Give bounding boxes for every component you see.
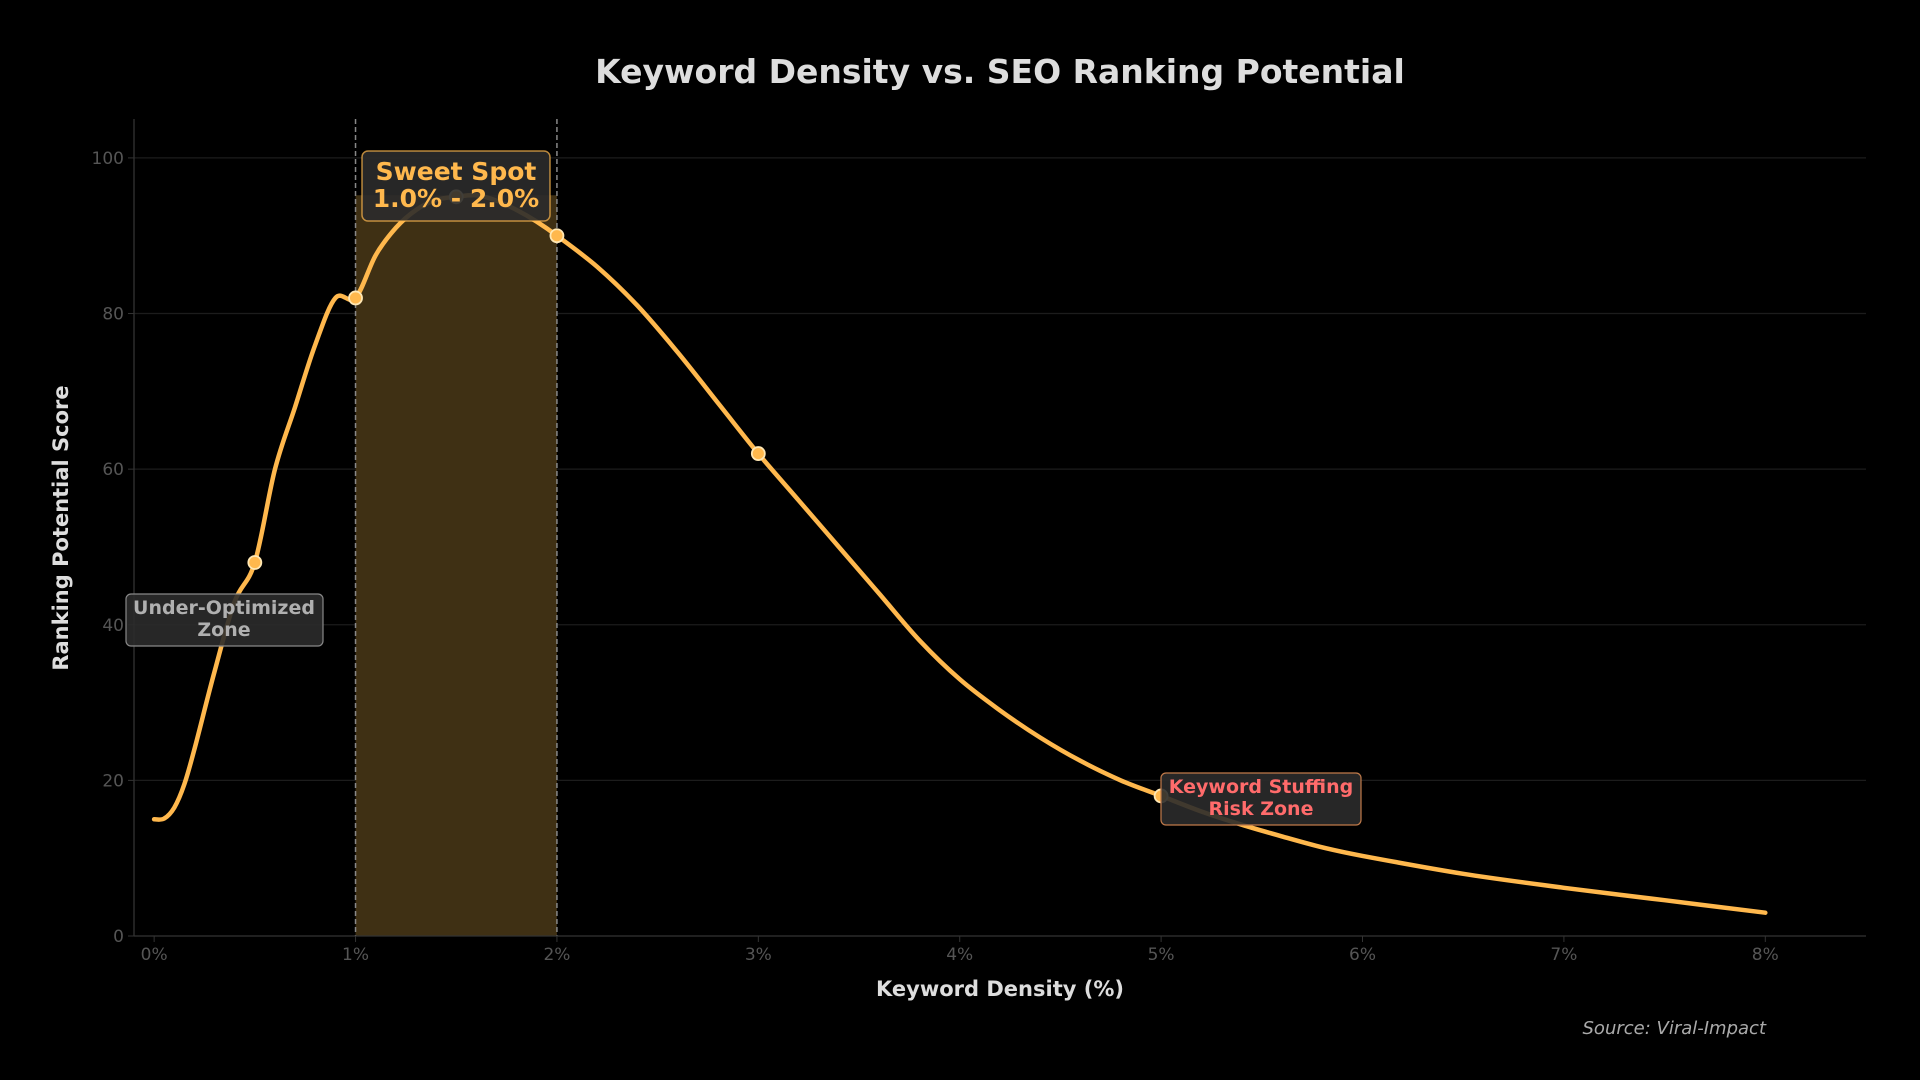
- x-tick-label-4: 4%: [946, 945, 973, 965]
- stuffing-label-line2: Risk Zone: [1209, 798, 1314, 820]
- data-point-3: [549, 228, 565, 244]
- under-optimized-label-line2: Zone: [197, 619, 250, 641]
- chart-title: Keyword Density vs. SEO Ranking Potentia…: [595, 52, 1405, 91]
- data-point-1: [348, 290, 363, 306]
- y-tick-label-2: 40: [102, 616, 124, 636]
- under-optimized-box: [125, 593, 324, 647]
- under-optimized-label-line1: Under-Optimized: [133, 597, 315, 619]
- stuffing-label-line1: Keyword Stuffing: [1169, 776, 1353, 798]
- under-optimized-annotation: Under-Optimized Zone: [125, 593, 324, 647]
- x-tick-label-0: 0%: [141, 945, 168, 965]
- x-tick-label-8: 8%: [1752, 945, 1779, 965]
- x-tick-label-2: 2%: [543, 945, 570, 965]
- sweet-spot-range: 1.0% - 2.0%: [373, 184, 539, 213]
- curve-layer: [151, 192, 1768, 915]
- y-tick-label-5: 100: [92, 149, 124, 169]
- source-note: Source: Viral-Impact: [1583, 1018, 1767, 1039]
- data-point-0: [247, 555, 263, 570]
- x-axis-label: Keyword Density (%): [876, 977, 1124, 1001]
- x-tick-label-5: 5%: [1148, 945, 1175, 965]
- ranking-curve: [151, 192, 1768, 915]
- stuffing-annotation: Keyword Stuffing Risk Zone: [1160, 772, 1362, 826]
- y-tick-label-1: 20: [102, 771, 124, 791]
- y-tick-label-3: 60: [102, 460, 124, 480]
- data-point-4: [750, 446, 766, 461]
- x-tick-label-3: 3%: [745, 945, 772, 965]
- sweet-spot-fill: [355, 195, 557, 937]
- x-tick-label-1: 1%: [342, 945, 369, 965]
- sweet-spot-box: [361, 150, 551, 222]
- y-axis-label: Ranking Potential Score: [49, 385, 73, 670]
- tick-labels: 0% 1% 2% 3% 4% 5% 6% 7% 8% 0 20 40 60 80 100: [92, 149, 1779, 965]
- axes: [133, 119, 1866, 937]
- y-tick-label-0: 0: [113, 927, 124, 947]
- x-tick-label-7: 7%: [1550, 945, 1577, 965]
- y-tick-label-4: 80: [102, 305, 124, 325]
- stuffing-box: [1160, 772, 1362, 826]
- sweet-spot-region: [354, 119, 558, 937]
- sweet-spot-label: Sweet Spot: [376, 157, 537, 186]
- sweet-spot-annotation: Sweet Spot 1.0% - 2.0%: [361, 150, 551, 222]
- x-tick-label-6: 6%: [1349, 945, 1376, 965]
